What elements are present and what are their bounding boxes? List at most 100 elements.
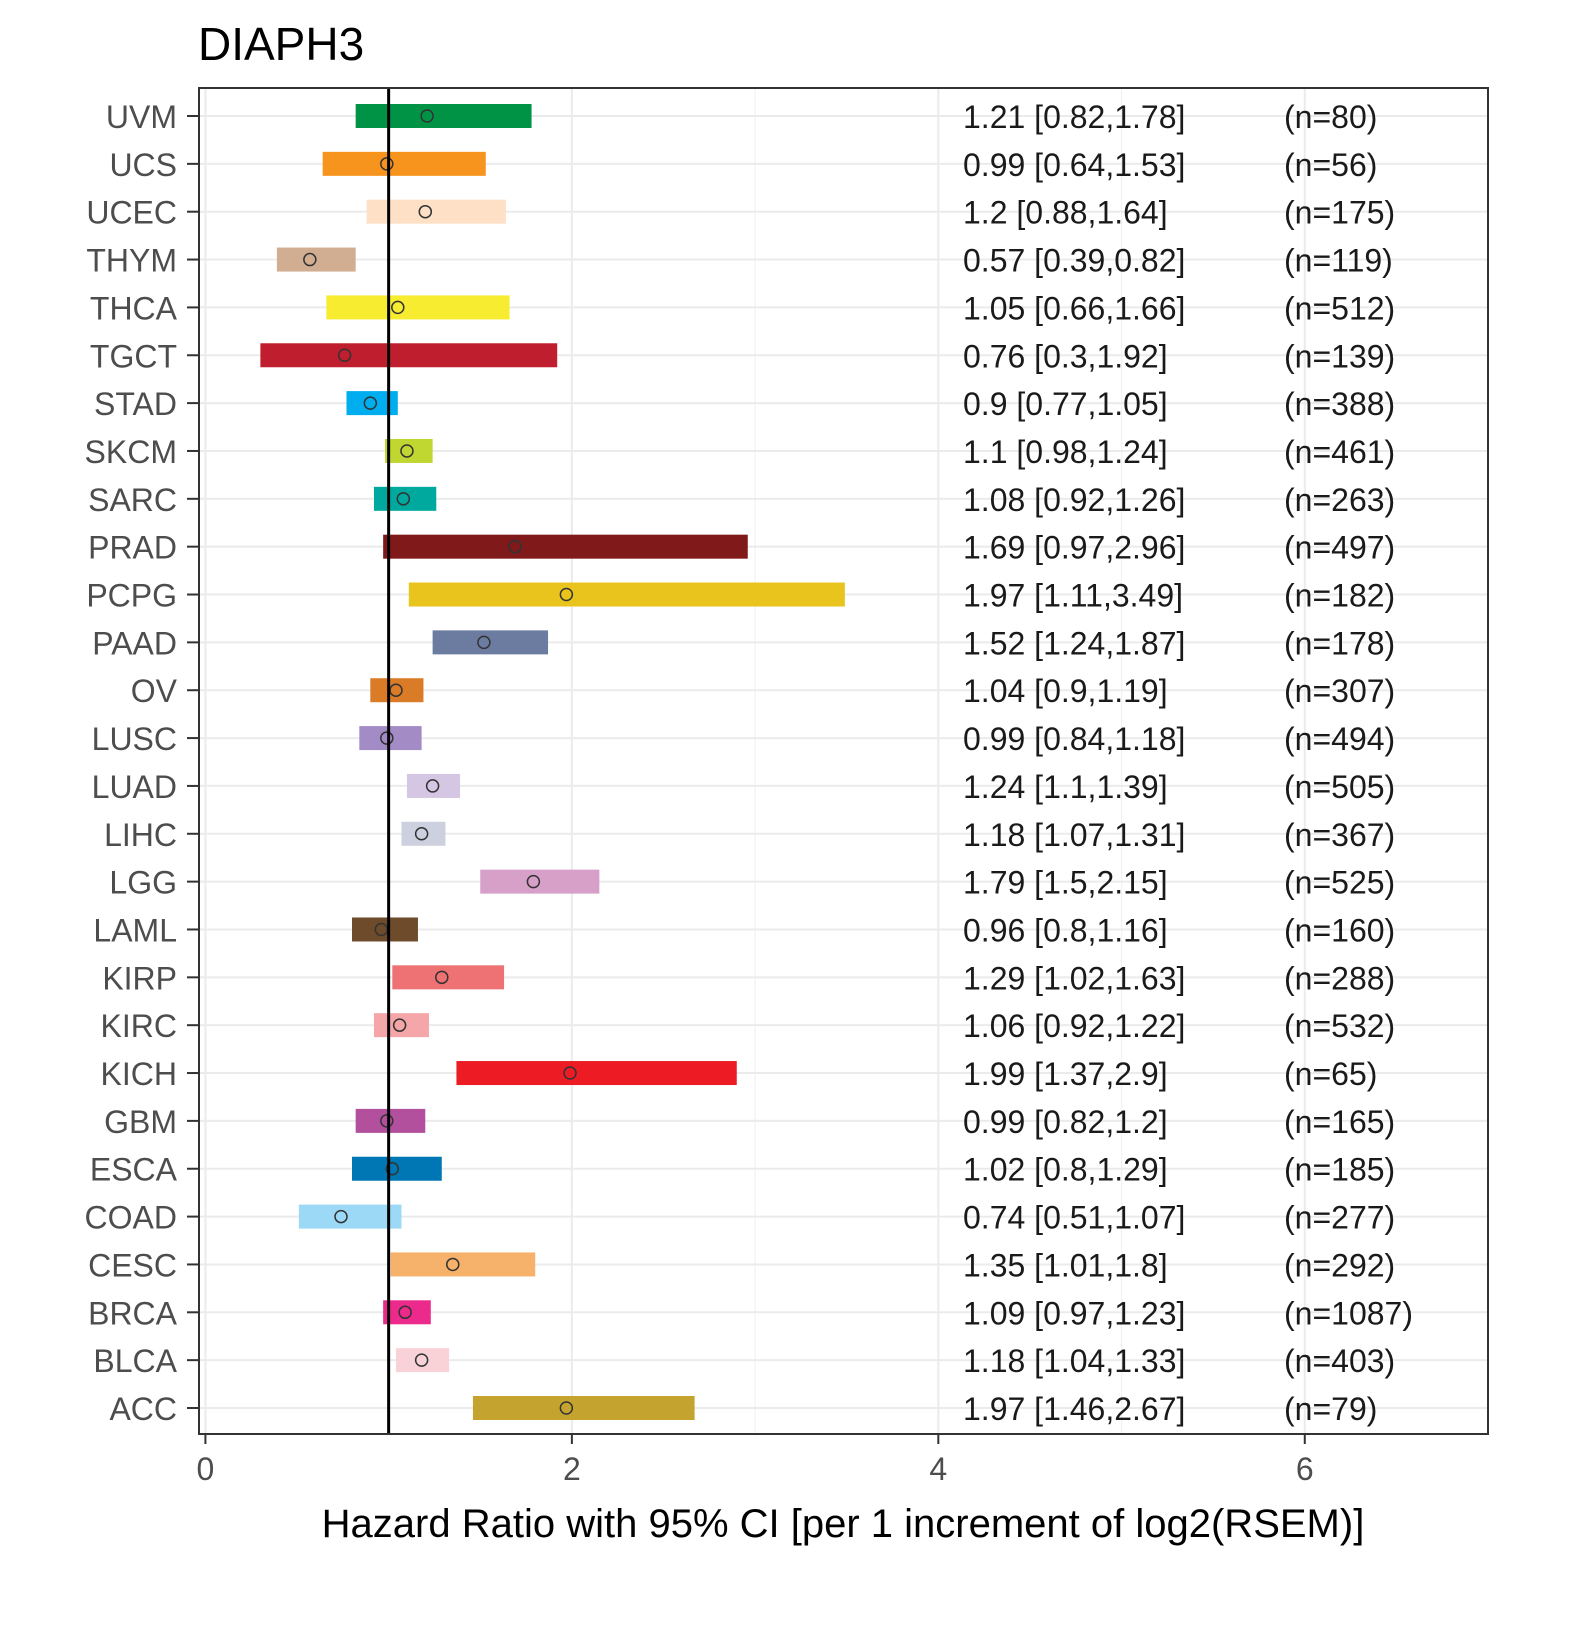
n-text: (n=1087): [1284, 1295, 1413, 1331]
n-text: (n=79): [1284, 1391, 1377, 1427]
hr-text: 1.24 [1.1,1.39]: [963, 769, 1168, 805]
n-text: (n=178): [1284, 625, 1395, 661]
n-text: (n=497): [1284, 530, 1395, 566]
y-tick-label: GBM: [104, 1104, 177, 1140]
y-tick-label: KIRP: [102, 960, 177, 996]
hr-point-lusc: [380, 731, 394, 745]
y-tick-label: BRCA: [88, 1295, 178, 1331]
y-tick-label: STAD: [94, 386, 177, 422]
n-text: (n=165): [1284, 1104, 1395, 1140]
n-text: (n=292): [1284, 1247, 1395, 1283]
hr-text: 0.57 [0.39,0.82]: [963, 243, 1185, 279]
x-tick-label: 6: [1296, 1451, 1314, 1487]
hr-text: 1.18 [1.07,1.31]: [963, 817, 1185, 853]
n-text: (n=307): [1284, 673, 1395, 709]
panel-border: [198, 87, 1489, 1435]
hr-text: 1.29 [1.02,1.63]: [963, 960, 1185, 996]
hr-text: 0.76 [0.3,1.92]: [963, 338, 1168, 374]
n-text: (n=65): [1284, 1056, 1377, 1092]
y-tick-label: BLCA: [93, 1343, 177, 1379]
hr-point-ucec: [418, 204, 433, 219]
hr-point-tgct: [337, 348, 352, 363]
n-text: (n=367): [1284, 817, 1395, 853]
y-tick-label: THYM: [86, 243, 177, 279]
hr-text: 1.09 [0.97,1.23]: [963, 1295, 1185, 1331]
hr-text: 1.2 [0.88,1.64]: [963, 195, 1168, 231]
ci-bar-brca: [383, 1300, 431, 1325]
y-tick-label: UCEC: [86, 195, 177, 231]
hr-point-lihc: [414, 827, 429, 841]
ci-bar-thca: [326, 295, 510, 320]
hr-point-kirp: [435, 970, 449, 985]
hr-point-luad: [425, 779, 440, 793]
hr-text: 1.08 [0.92,1.26]: [963, 482, 1185, 518]
hr-text: 1.79 [1.5,2.15]: [963, 865, 1168, 901]
y-tick-label: KICH: [101, 1056, 177, 1092]
ci-bar-kich: [456, 1061, 737, 1086]
hr-point-paad: [477, 635, 491, 650]
y-tick-label: PRAD: [88, 530, 177, 566]
y-tick-label: LGG: [109, 865, 177, 901]
hr-text: 0.74 [0.51,1.07]: [963, 1200, 1185, 1236]
n-text: (n=160): [1284, 912, 1395, 948]
ci-bar-cesc: [390, 1252, 536, 1277]
ci-bar-ucs: [322, 151, 486, 176]
n-text: (n=185): [1284, 1152, 1395, 1188]
hr-text: 1.52 [1.24,1.87]: [963, 625, 1185, 661]
n-text: (n=277): [1284, 1200, 1395, 1236]
ci-bar-skcm: [384, 438, 433, 463]
hr-point-coad: [334, 1209, 348, 1224]
ci-bar-prad: [383, 534, 748, 559]
hr-text: 1.69 [0.97,2.96]: [963, 530, 1185, 566]
n-text: (n=525): [1284, 865, 1395, 901]
hr-text: 1.97 [1.46,2.67]: [963, 1391, 1185, 1427]
hr-point-kirc: [392, 1018, 407, 1032]
n-text: (n=119): [1284, 243, 1393, 279]
ci-bar-uvm: [355, 104, 532, 128]
hr-point-ucs: [380, 157, 394, 171]
y-tick-label: THCA: [90, 290, 178, 326]
hr-text: 0.99 [0.82,1.2]: [963, 1104, 1168, 1140]
y-tick-label: KIRC: [101, 1008, 177, 1044]
hr-text: 1.04 [0.9,1.19]: [963, 673, 1168, 709]
hr-point-pcpg: [559, 587, 574, 602]
ci-bar-tgct: [260, 343, 558, 368]
hr-point-prad: [508, 539, 522, 554]
hr-text: 0.96 [0.8,1.16]: [963, 912, 1168, 948]
hr-point-blca: [414, 1353, 429, 1367]
ci-bar-lusc: [359, 726, 422, 751]
hr-point-esca: [385, 1161, 400, 1176]
ci-bar-sarc: [373, 486, 437, 511]
y-tick-label: LIHC: [104, 817, 177, 853]
ci-bar-esca: [351, 1156, 442, 1181]
hr-point-thca: [391, 300, 405, 315]
n-text: (n=263): [1284, 482, 1395, 518]
x-tick-label: 2: [563, 1451, 581, 1487]
hr-point-brca: [398, 1305, 412, 1320]
y-tick-label: LUAD: [92, 769, 177, 805]
y-tick-label: TGCT: [90, 338, 177, 374]
ci-bar-kirc: [373, 1013, 429, 1038]
hr-text: 0.9 [0.77,1.05]: [963, 386, 1168, 422]
n-text: (n=512): [1284, 290, 1395, 326]
y-tick-label: UVM: [106, 99, 177, 135]
hr-point-gbm: [380, 1114, 394, 1128]
hr-text: 0.99 [0.84,1.18]: [963, 721, 1185, 757]
ci-bar-gbm: [355, 1108, 426, 1133]
hr-text: 1.99 [1.37,2.9]: [963, 1056, 1168, 1092]
hr-point-sarc: [396, 492, 411, 506]
n-text: (n=288): [1284, 960, 1395, 996]
y-tick-label: UCS: [109, 147, 177, 183]
y-tick-label: LAML: [93, 912, 177, 948]
y-tick-label: OV: [131, 673, 178, 709]
n-text: (n=56): [1284, 147, 1377, 183]
ci-bar-coad: [298, 1204, 402, 1229]
x-axis-label: Hazard Ratio with 95% CI [per 1 incremen…: [322, 1502, 1365, 1546]
hr-text: 1.02 [0.8,1.29]: [963, 1152, 1168, 1188]
hr-point-lgg: [526, 874, 541, 889]
hr-point-kich: [563, 1066, 577, 1080]
hr-text: 1.1 [0.98,1.24]: [963, 434, 1168, 470]
hr-point-acc: [559, 1401, 574, 1415]
ci-bar-luad: [406, 773, 461, 798]
